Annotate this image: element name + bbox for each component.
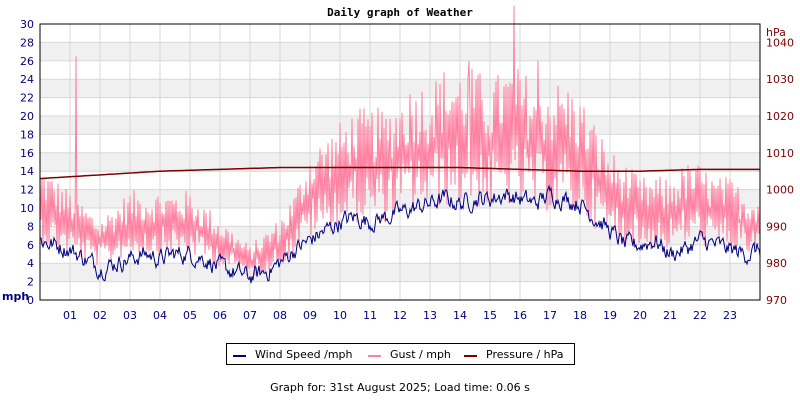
- left-tick-label: 18: [20, 128, 34, 141]
- x-tick-label: 14: [453, 309, 467, 322]
- legend: Wind Speed /mph Gust / mph Pressure / hP…: [226, 343, 575, 365]
- right-tick-label: 1000: [766, 184, 794, 197]
- x-tick-label: 22: [693, 309, 707, 322]
- right-tick-label: 980: [766, 257, 787, 270]
- left-tick-label: 8: [27, 220, 34, 233]
- x-tick-label: 10: [333, 309, 347, 322]
- chart-title: Daily graph of Weather: [327, 6, 473, 19]
- x-tick-label: 16: [513, 309, 527, 322]
- right-tick-label: 1010: [766, 147, 794, 160]
- left-tick-label: 20: [20, 110, 34, 123]
- right-tick-label: 1040: [766, 36, 794, 49]
- x-tick-label: 17: [543, 309, 557, 322]
- left-tick-label: 4: [27, 257, 34, 270]
- right-axis-label: hPa: [766, 26, 786, 39]
- wind-speed-series-line: [39, 184, 761, 284]
- legend-swatch-wind: [233, 355, 246, 357]
- x-tick-label: 06: [213, 309, 227, 322]
- x-tick-label: 03: [123, 309, 137, 322]
- legend-swatch-pressure: [464, 355, 477, 357]
- x-tick-label: 20: [633, 309, 647, 322]
- right-axis-ticks: 970 980 990 1000 1010 1020 1030 1040: [766, 36, 794, 307]
- left-tick-label: 0: [27, 294, 34, 307]
- left-tick-label: 6: [27, 239, 34, 252]
- right-tick-label: 990: [766, 220, 787, 233]
- left-tick-label: 2: [27, 276, 34, 289]
- left-tick-label: 10: [20, 202, 34, 215]
- x-tick-label: 07: [243, 309, 257, 322]
- left-tick-label: 12: [20, 184, 34, 197]
- footer-status: Graph for: 31st August 2025; Load time: …: [270, 381, 530, 394]
- x-tick-label: 18: [573, 309, 587, 322]
- plot-frame: [39, 23, 761, 301]
- x-tick-label: 12: [393, 309, 407, 322]
- right-tick-label: 970: [766, 294, 787, 307]
- x-tick-label: 19: [603, 309, 617, 322]
- legend-label-pressure: Pressure / hPa: [486, 348, 564, 361]
- x-tick-label: 13: [423, 309, 437, 322]
- left-axis-label: mph: [2, 290, 29, 303]
- x-axis-ticks: 01 02 03 04 05 06 07 08 09 10 11 12 13 14 15 16 17 18 19 20…: [63, 309, 737, 322]
- left-tick-label: 28: [20, 36, 34, 49]
- left-tick-label: 26: [20, 55, 34, 68]
- x-tick-label: 21: [663, 309, 677, 322]
- left-tick-label: 16: [20, 147, 34, 160]
- left-tick-label: 22: [20, 92, 34, 105]
- x-tick-label: 09: [303, 309, 317, 322]
- x-tick-label: 02: [93, 309, 107, 322]
- x-tick-label: 04: [153, 309, 167, 322]
- x-tick-label: 08: [273, 309, 287, 322]
- left-tick-label: 30: [20, 18, 34, 31]
- x-tick-label: 11: [363, 309, 377, 322]
- right-tick-label: 1030: [766, 73, 794, 86]
- legend-label-gust: Gust / mph: [390, 348, 451, 361]
- left-tick-label: 14: [20, 165, 34, 178]
- legend-swatch-gust: [368, 355, 381, 357]
- series-layer: [39, 5, 761, 284]
- legend-label-wind: Wind Speed /mph: [255, 348, 353, 361]
- x-tick-label: 23: [723, 309, 737, 322]
- gust-series-line: [39, 5, 761, 276]
- pressure-series-line: [39, 166, 760, 180]
- x-tick-label: 01: [63, 309, 77, 322]
- x-tick-label: 15: [483, 309, 497, 322]
- x-tick-label: 05: [183, 309, 197, 322]
- right-tick-label: 1020: [766, 110, 794, 123]
- left-tick-label: 24: [20, 73, 34, 86]
